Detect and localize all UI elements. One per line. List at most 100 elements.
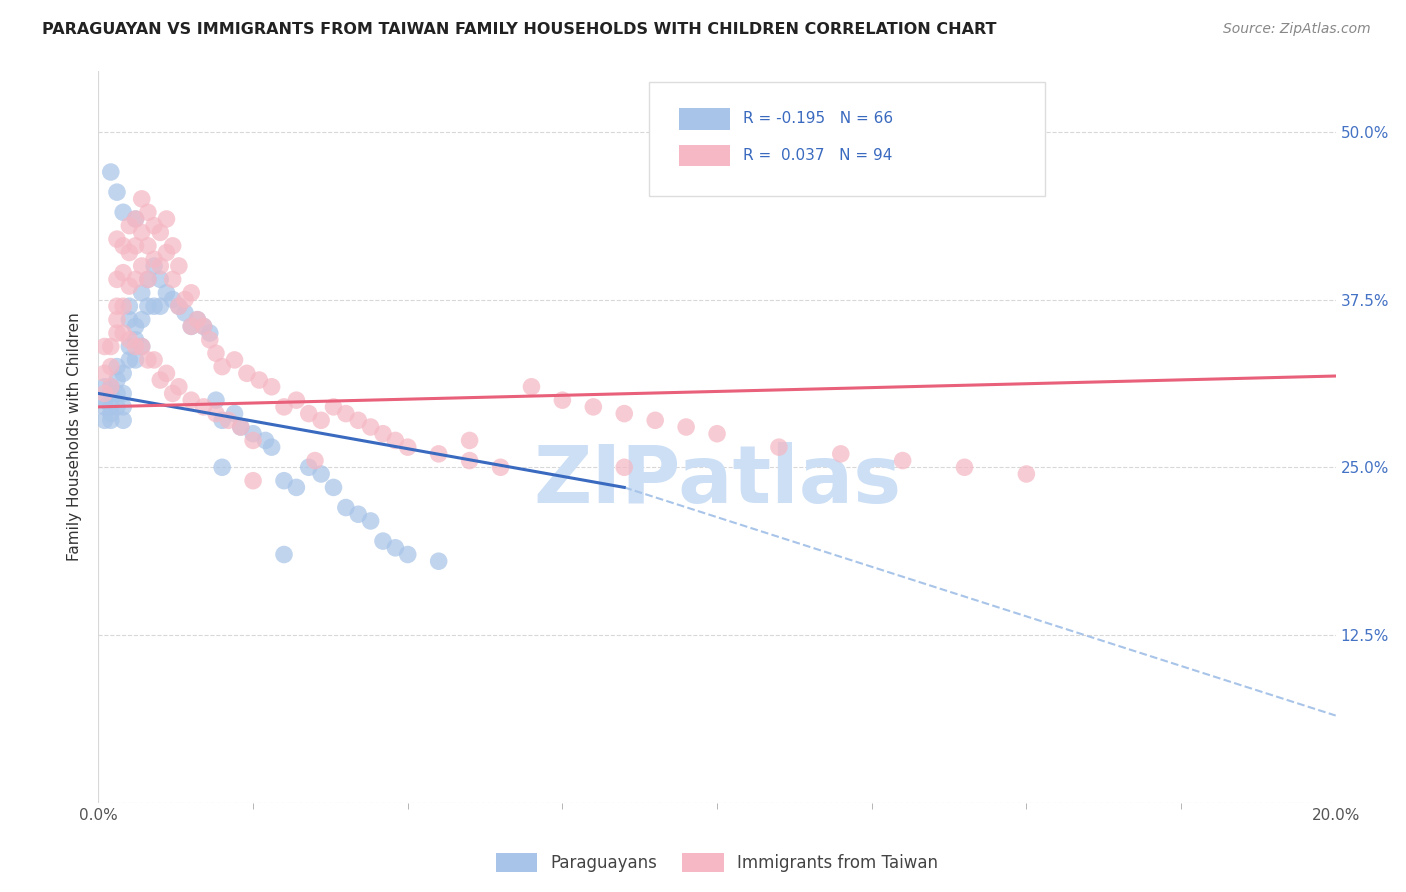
Point	[198, 333, 221, 347]
Point	[167, 380, 190, 394]
Point	[131, 339, 153, 353]
Point	[112, 299, 135, 313]
Point	[131, 312, 153, 326]
Point	[155, 367, 177, 381]
FancyBboxPatch shape	[650, 82, 1045, 195]
Point	[143, 259, 166, 273]
Point	[93, 380, 115, 394]
Point	[186, 312, 208, 326]
Point	[217, 413, 239, 427]
Point	[285, 393, 308, 408]
Point	[582, 400, 605, 414]
Point	[193, 319, 215, 334]
Point	[131, 226, 153, 240]
Point	[112, 400, 135, 414]
Point	[205, 393, 228, 408]
Point	[260, 380, 283, 394]
Point	[155, 245, 177, 260]
Point	[162, 239, 184, 253]
Point	[298, 460, 321, 475]
Point	[118, 352, 141, 367]
Point	[953, 460, 976, 475]
Point	[242, 474, 264, 488]
Point	[131, 259, 153, 273]
Point	[124, 333, 146, 347]
Point	[118, 219, 141, 233]
Point	[100, 165, 122, 179]
Point	[193, 319, 215, 334]
Point	[360, 420, 382, 434]
Point	[112, 205, 135, 219]
Point	[180, 319, 202, 334]
Point	[112, 239, 135, 253]
Point	[706, 426, 728, 441]
Point	[360, 514, 382, 528]
Point	[224, 407, 246, 421]
Point	[124, 212, 146, 227]
Point	[273, 474, 295, 488]
Point	[105, 326, 128, 340]
Point	[273, 400, 295, 414]
Point	[112, 326, 135, 340]
Point	[143, 299, 166, 313]
Point	[124, 319, 146, 334]
Point	[105, 272, 128, 286]
Point	[136, 272, 159, 286]
Point	[180, 319, 202, 334]
Point	[229, 420, 252, 434]
Point	[174, 293, 197, 307]
Point	[105, 312, 128, 326]
Point	[347, 413, 370, 427]
Point	[100, 413, 122, 427]
Point	[105, 299, 128, 313]
FancyBboxPatch shape	[679, 145, 730, 167]
Point	[236, 367, 259, 381]
Point	[105, 386, 128, 401]
Point	[112, 413, 135, 427]
Point	[105, 373, 128, 387]
Point	[100, 380, 122, 394]
Point	[396, 548, 419, 562]
Point	[149, 299, 172, 313]
Point	[136, 205, 159, 219]
Point	[100, 359, 122, 374]
Point	[118, 312, 141, 326]
Point	[298, 407, 321, 421]
Point	[613, 407, 636, 421]
Point	[136, 299, 159, 313]
Point	[93, 393, 115, 408]
Point	[131, 192, 153, 206]
Point	[100, 400, 122, 414]
Point	[260, 440, 283, 454]
Point	[211, 460, 233, 475]
Point	[1015, 467, 1038, 481]
Legend: Paraguayans, Immigrants from Taiwan: Paraguayans, Immigrants from Taiwan	[489, 846, 945, 879]
Point	[112, 367, 135, 381]
Point	[155, 285, 177, 300]
Point	[427, 554, 450, 568]
Point	[174, 306, 197, 320]
Point	[118, 279, 141, 293]
Point	[193, 400, 215, 414]
Point	[891, 453, 914, 467]
Point	[149, 226, 172, 240]
Point	[384, 541, 406, 555]
Point	[489, 460, 512, 475]
Point	[247, 373, 270, 387]
Text: Source: ZipAtlas.com: Source: ZipAtlas.com	[1223, 22, 1371, 37]
Point	[675, 420, 697, 434]
Point	[118, 245, 141, 260]
Point	[124, 272, 146, 286]
Point	[254, 434, 277, 448]
Point	[830, 447, 852, 461]
Point	[155, 212, 177, 227]
Text: PARAGUAYAN VS IMMIGRANTS FROM TAIWAN FAMILY HOUSEHOLDS WITH CHILDREN CORRELATION: PARAGUAYAN VS IMMIGRANTS FROM TAIWAN FAM…	[42, 22, 997, 37]
Point	[93, 386, 115, 401]
Point	[335, 407, 357, 421]
Point	[167, 259, 190, 273]
Point	[644, 413, 666, 427]
Point	[136, 239, 159, 253]
Point	[458, 434, 481, 448]
Point	[198, 326, 221, 340]
Point	[124, 212, 146, 227]
